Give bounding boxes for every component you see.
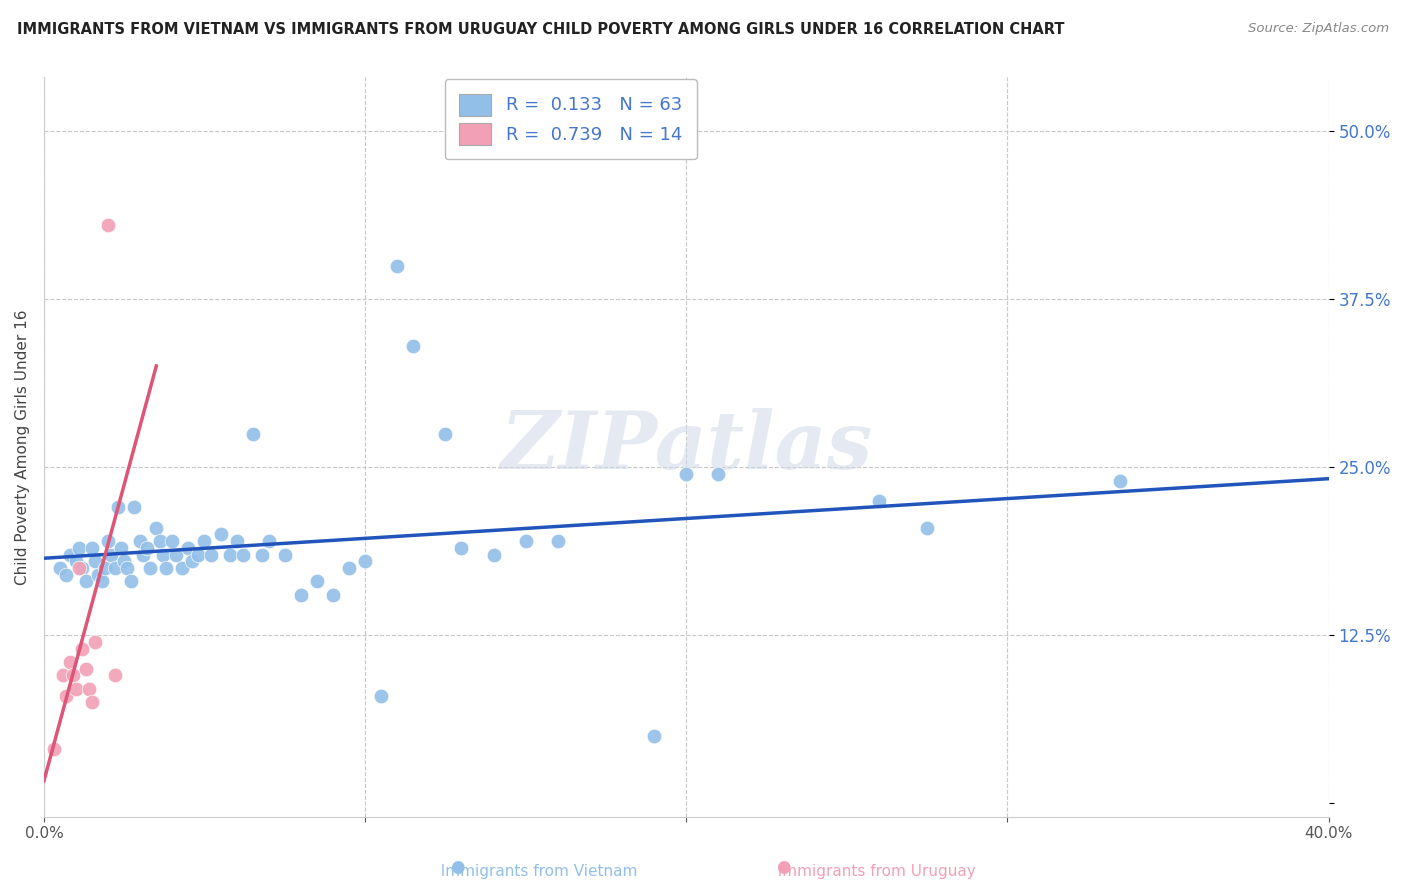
Point (58, 655, 80, 669)
Point (145, 521, 167, 535)
Point (232, 548, 254, 562)
Point (77, 681, 100, 696)
Point (72, 561, 94, 575)
Point (139, 561, 162, 575)
Point (55, 689, 77, 703)
Point (290, 588, 312, 602)
Point (100, 548, 122, 562)
Point (72, 641, 94, 656)
Point (547, 534, 569, 549)
Point (450, 541, 472, 555)
Point (387, 259, 409, 273)
Point (165, 548, 187, 562)
Point (75, 574, 97, 589)
Point (112, 554, 135, 568)
Point (322, 588, 344, 602)
Point (65, 554, 87, 568)
Point (370, 689, 392, 703)
Point (868, 493, 890, 508)
Point (58, 548, 80, 562)
Point (219, 548, 242, 562)
Point (122, 500, 145, 515)
Text: IMMIGRANTS FROM VIETNAM VS IMMIGRANTS FROM URUGUAY CHILD POVERTY AMONG GIRLS UND: IMMIGRANTS FROM VIETNAM VS IMMIGRANTS FR… (17, 22, 1064, 37)
Point (200, 548, 222, 562)
Point (180, 554, 202, 568)
Point (193, 534, 215, 549)
Point (274, 548, 297, 562)
Point (707, 467, 730, 481)
Text: Immigrants from Vietnam: Immigrants from Vietnam (432, 863, 637, 879)
Point (84, 554, 107, 568)
Text: Source: ZipAtlas.com: Source: ZipAtlas.com (1249, 22, 1389, 36)
Point (67, 541, 90, 555)
Point (152, 548, 174, 562)
Point (515, 534, 537, 549)
Point (337, 561, 360, 575)
Point (94, 561, 117, 575)
Point (305, 574, 328, 589)
Text: ZIPatlas: ZIPatlas (501, 409, 872, 486)
Point (187, 548, 209, 562)
Point (49, 561, 72, 575)
Point (225, 534, 247, 549)
Point (90, 574, 112, 589)
Point (97, 534, 120, 549)
Point (117, 561, 139, 575)
Point (67, 561, 90, 575)
Point (209, 527, 232, 541)
Point (129, 534, 152, 549)
Point (915, 521, 938, 535)
Point (103, 561, 125, 575)
Point (52, 668, 75, 682)
Point (148, 534, 170, 549)
Point (107, 500, 129, 515)
Point (65, 681, 87, 696)
Point (87, 567, 110, 582)
Point (643, 729, 665, 743)
Point (257, 534, 280, 549)
Point (170, 561, 193, 575)
Point (103, 668, 125, 682)
Text: Immigrants from Uruguay: Immigrants from Uruguay (768, 863, 976, 879)
Point (110, 541, 132, 555)
Point (42, 742, 65, 756)
Point (675, 467, 697, 481)
Point (80, 695, 103, 709)
Legend: R =  0.133   N = 63, R =  0.739   N = 14: R = 0.133 N = 63, R = 0.739 N = 14 (444, 79, 697, 160)
Point (177, 541, 200, 555)
Point (135, 541, 157, 555)
Point (62, 668, 84, 682)
Point (252, 548, 274, 562)
Point (162, 534, 184, 549)
Point (120, 574, 142, 589)
Point (242, 426, 264, 441)
Text: ●: ● (450, 858, 464, 876)
Point (84, 635, 107, 649)
Point (402, 339, 425, 353)
Point (97, 219, 120, 233)
Point (1108, 474, 1130, 488)
Point (132, 548, 155, 562)
Point (55, 567, 77, 582)
Point (80, 541, 103, 555)
Point (482, 548, 505, 562)
Point (155, 561, 177, 575)
Point (75, 662, 97, 676)
Y-axis label: Child Poverty Among Girls Under 16: Child Poverty Among Girls Under 16 (15, 310, 30, 585)
Text: ●: ● (776, 858, 790, 876)
Point (434, 426, 457, 441)
Point (354, 554, 377, 568)
